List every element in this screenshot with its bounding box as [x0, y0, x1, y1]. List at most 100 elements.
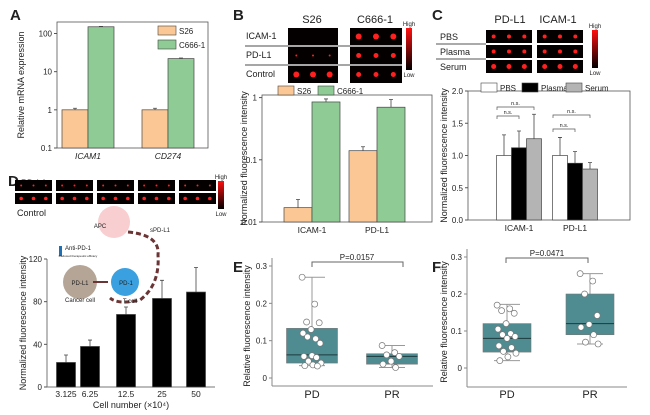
pd1-label: PD-1 — [119, 281, 133, 287]
spot — [356, 53, 362, 58]
data-point — [379, 360, 387, 368]
error-bar — [573, 151, 577, 164]
data-point — [298, 273, 306, 281]
data-point — [594, 340, 602, 348]
spot — [491, 34, 496, 39]
colorbar-high-label: High — [589, 24, 601, 30]
spot — [102, 184, 105, 187]
spot — [295, 54, 298, 57]
panel-label-E: E — [233, 259, 243, 276]
x-tick-label: PD-L1 — [365, 225, 389, 235]
spot — [542, 49, 547, 54]
data-point — [496, 357, 504, 364]
significance-label: n.s. — [560, 123, 569, 129]
data-point — [500, 348, 507, 355]
data-point — [581, 290, 588, 298]
y-tick-label: 1 — [48, 106, 53, 115]
legend-label-Serum: Serum — [585, 84, 609, 93]
x-tick-label: PR — [384, 389, 399, 401]
error-bar — [179, 57, 183, 59]
y-tick-label: 0.5 — [452, 184, 464, 193]
error-bar — [153, 107, 157, 110]
significance-bracket — [552, 128, 576, 132]
spot — [167, 196, 171, 201]
panel-label-F: F — [432, 259, 441, 276]
bar-Plasma-ICAM-1 — [511, 147, 527, 221]
data-point — [495, 342, 503, 350]
spot — [142, 196, 146, 201]
spot — [542, 64, 548, 69]
t-cell-icon — [111, 268, 139, 296]
spot — [44, 196, 48, 201]
spot — [208, 196, 212, 201]
row-label-PBS: PBS — [440, 32, 458, 42]
data-point — [576, 270, 584, 277]
panel-label-D: D — [8, 173, 19, 190]
y-tick-label: 0.1 — [451, 327, 463, 336]
spot — [61, 184, 64, 187]
data-point — [300, 352, 308, 360]
data-point — [582, 338, 589, 346]
data-point — [589, 277, 597, 285]
y-tick-label: 0 — [263, 374, 268, 383]
reduced-efficacy-label: Reduced therapeutic efficacy — [59, 254, 98, 258]
legend-swatch-PBS — [480, 82, 498, 93]
bar-C666-1-CD274 — [167, 58, 195, 149]
legend-label-C666-1: C666-1 — [337, 87, 364, 96]
bar-value-25 — [152, 298, 172, 388]
column-label: PD-L1 — [494, 14, 525, 26]
error-bar — [160, 279, 164, 299]
spot — [19, 196, 23, 201]
error-bar — [532, 113, 536, 139]
significance-bracket — [311, 261, 404, 267]
data-point — [502, 320, 510, 327]
data-point — [383, 351, 390, 359]
y-tick-label: 0.1 — [41, 144, 53, 153]
data-point — [378, 342, 386, 349]
spot — [113, 196, 118, 201]
legend-label-Plasma: Plasma — [541, 84, 568, 93]
spot — [390, 72, 396, 77]
colorbar-low-label: Low — [215, 212, 227, 218]
y-tick-label: 0 — [38, 383, 43, 392]
data-point — [593, 312, 601, 319]
spot — [373, 72, 379, 77]
y-tick-label: 100 — [39, 29, 53, 38]
spot — [326, 71, 333, 78]
spot — [507, 49, 511, 54]
y-axis-label: Normalized fluorescence intensity — [18, 255, 28, 390]
row-label-Control: Control — [246, 69, 275, 79]
spot — [167, 184, 170, 187]
x-tick-label: 6.25 — [82, 389, 99, 399]
data-point — [307, 326, 315, 333]
legend-swatch-Plasma — [521, 82, 539, 93]
spot — [558, 34, 562, 39]
y-tick-label: 0.2 — [451, 290, 463, 299]
spot — [507, 34, 511, 39]
spot — [312, 54, 314, 57]
error-bar — [194, 267, 198, 293]
apc-label: APC — [94, 224, 107, 230]
data-point — [510, 309, 518, 317]
data-point — [499, 331, 506, 339]
colorbar — [218, 181, 224, 209]
spot — [390, 53, 396, 58]
box-PR — [565, 293, 615, 336]
spot — [114, 184, 117, 187]
spot — [101, 196, 105, 201]
data-point — [305, 357, 312, 365]
y-tick-label: 120 — [29, 255, 43, 264]
y-tick-label: 0 — [458, 364, 463, 373]
spot — [573, 34, 578, 39]
spot — [44, 184, 47, 187]
spot — [328, 54, 331, 57]
x-tick-label: PD — [499, 389, 514, 401]
significance-label: n.s. — [504, 110, 513, 116]
spdl1-label: sPD-L1 — [150, 228, 171, 234]
data-point — [577, 323, 585, 331]
t-cell-label: T cell — [123, 299, 137, 305]
y-tick-label: 0.01 — [241, 218, 257, 227]
error-bar — [124, 306, 128, 315]
spot — [195, 196, 200, 201]
